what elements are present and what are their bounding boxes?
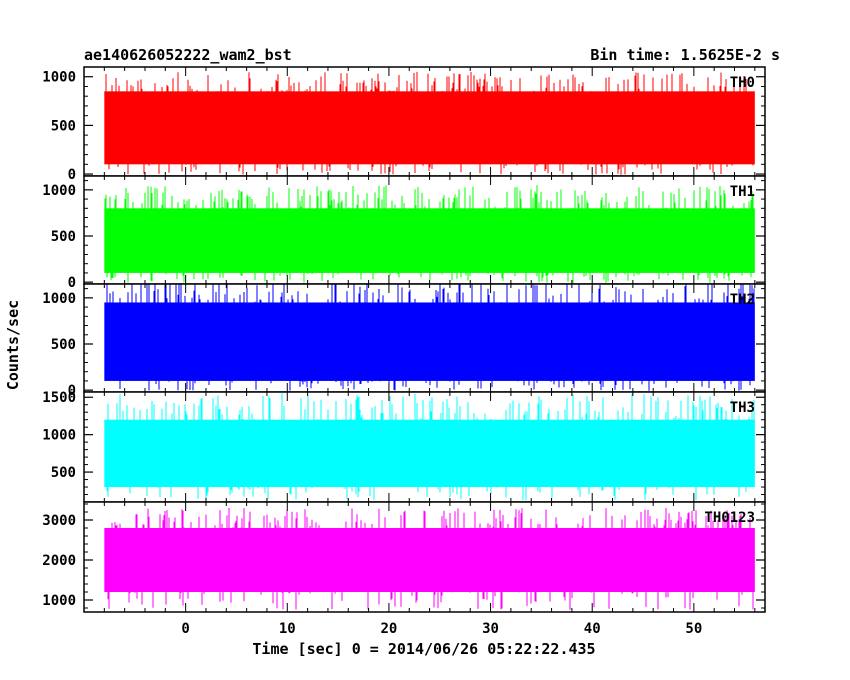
chart-title: ae140626052222_wam2_bst bbox=[84, 46, 292, 64]
panel-frame bbox=[83, 501, 766, 613]
y-tick-label: 500 bbox=[51, 118, 76, 134]
panel-th2: 0 500 1000 TH2 bbox=[42, 283, 766, 399]
bin-time-label: Bin time: 1.5625E-2 s bbox=[590, 46, 780, 64]
panel-label-th0: TH0 bbox=[730, 75, 755, 91]
light-curve-th3 bbox=[104, 393, 755, 501]
x-tick-label: 30 bbox=[482, 621, 499, 637]
x-tick-label: 0 bbox=[181, 621, 189, 637]
y-tick-label: 1000 bbox=[42, 291, 76, 307]
panels-group: 0 500 1000 TH0 0 500 1000 TH1 0 500 1000 TH2 500 1000… bbox=[42, 66, 766, 613]
x-axis-label: Time [sec] 0 = 2014/06/26 05:22:22.435 bbox=[252, 640, 595, 658]
y-tick-label: 500 bbox=[51, 337, 76, 353]
panel-label-th1: TH1 bbox=[730, 184, 755, 200]
y-tick-label: 1000 bbox=[42, 183, 76, 199]
panel-th3: 500 1000 1500 TH3 bbox=[42, 390, 766, 503]
panel-th0: 0 500 1000 TH0 bbox=[42, 66, 766, 183]
panel-label-th3: TH3 bbox=[730, 400, 755, 416]
panel-th1: 0 500 1000 TH1 bbox=[42, 175, 766, 291]
x-axis: 0 10 20 30 40 50 bbox=[181, 621, 702, 637]
x-tick-label: 20 bbox=[380, 621, 397, 637]
y-tick-label: 1000 bbox=[42, 70, 76, 86]
panel-th0123: 1000 2000 3000 TH0123 bbox=[42, 501, 766, 613]
x-tick-label: 40 bbox=[584, 621, 601, 637]
y-tick-label: 1000 bbox=[42, 428, 76, 444]
y-axis-label: Counts/sec bbox=[4, 300, 22, 390]
y-tick-label: 500 bbox=[51, 465, 76, 481]
x-tick-label: 10 bbox=[279, 621, 296, 637]
y-tick-label: 0 bbox=[68, 383, 76, 399]
y-tick-label: 1000 bbox=[42, 593, 76, 609]
light-curve-th0123 bbox=[104, 508, 755, 610]
y-tick-label: 0 bbox=[68, 167, 76, 183]
y-tick-label: 0 bbox=[68, 275, 76, 291]
y-tick-label: 500 bbox=[51, 229, 76, 245]
light-curve-th1 bbox=[104, 185, 755, 283]
y-tick-label: 1500 bbox=[42, 390, 76, 406]
light-curve-th2 bbox=[104, 284, 755, 391]
light-curve-th0 bbox=[104, 71, 755, 175]
panel-label-th0123: TH0123 bbox=[704, 510, 755, 526]
y-tick-label: 2000 bbox=[42, 553, 76, 569]
panel-label-th2: TH2 bbox=[730, 292, 755, 308]
x-tick-label: 50 bbox=[685, 621, 702, 637]
y-tick-label: 3000 bbox=[42, 513, 76, 529]
